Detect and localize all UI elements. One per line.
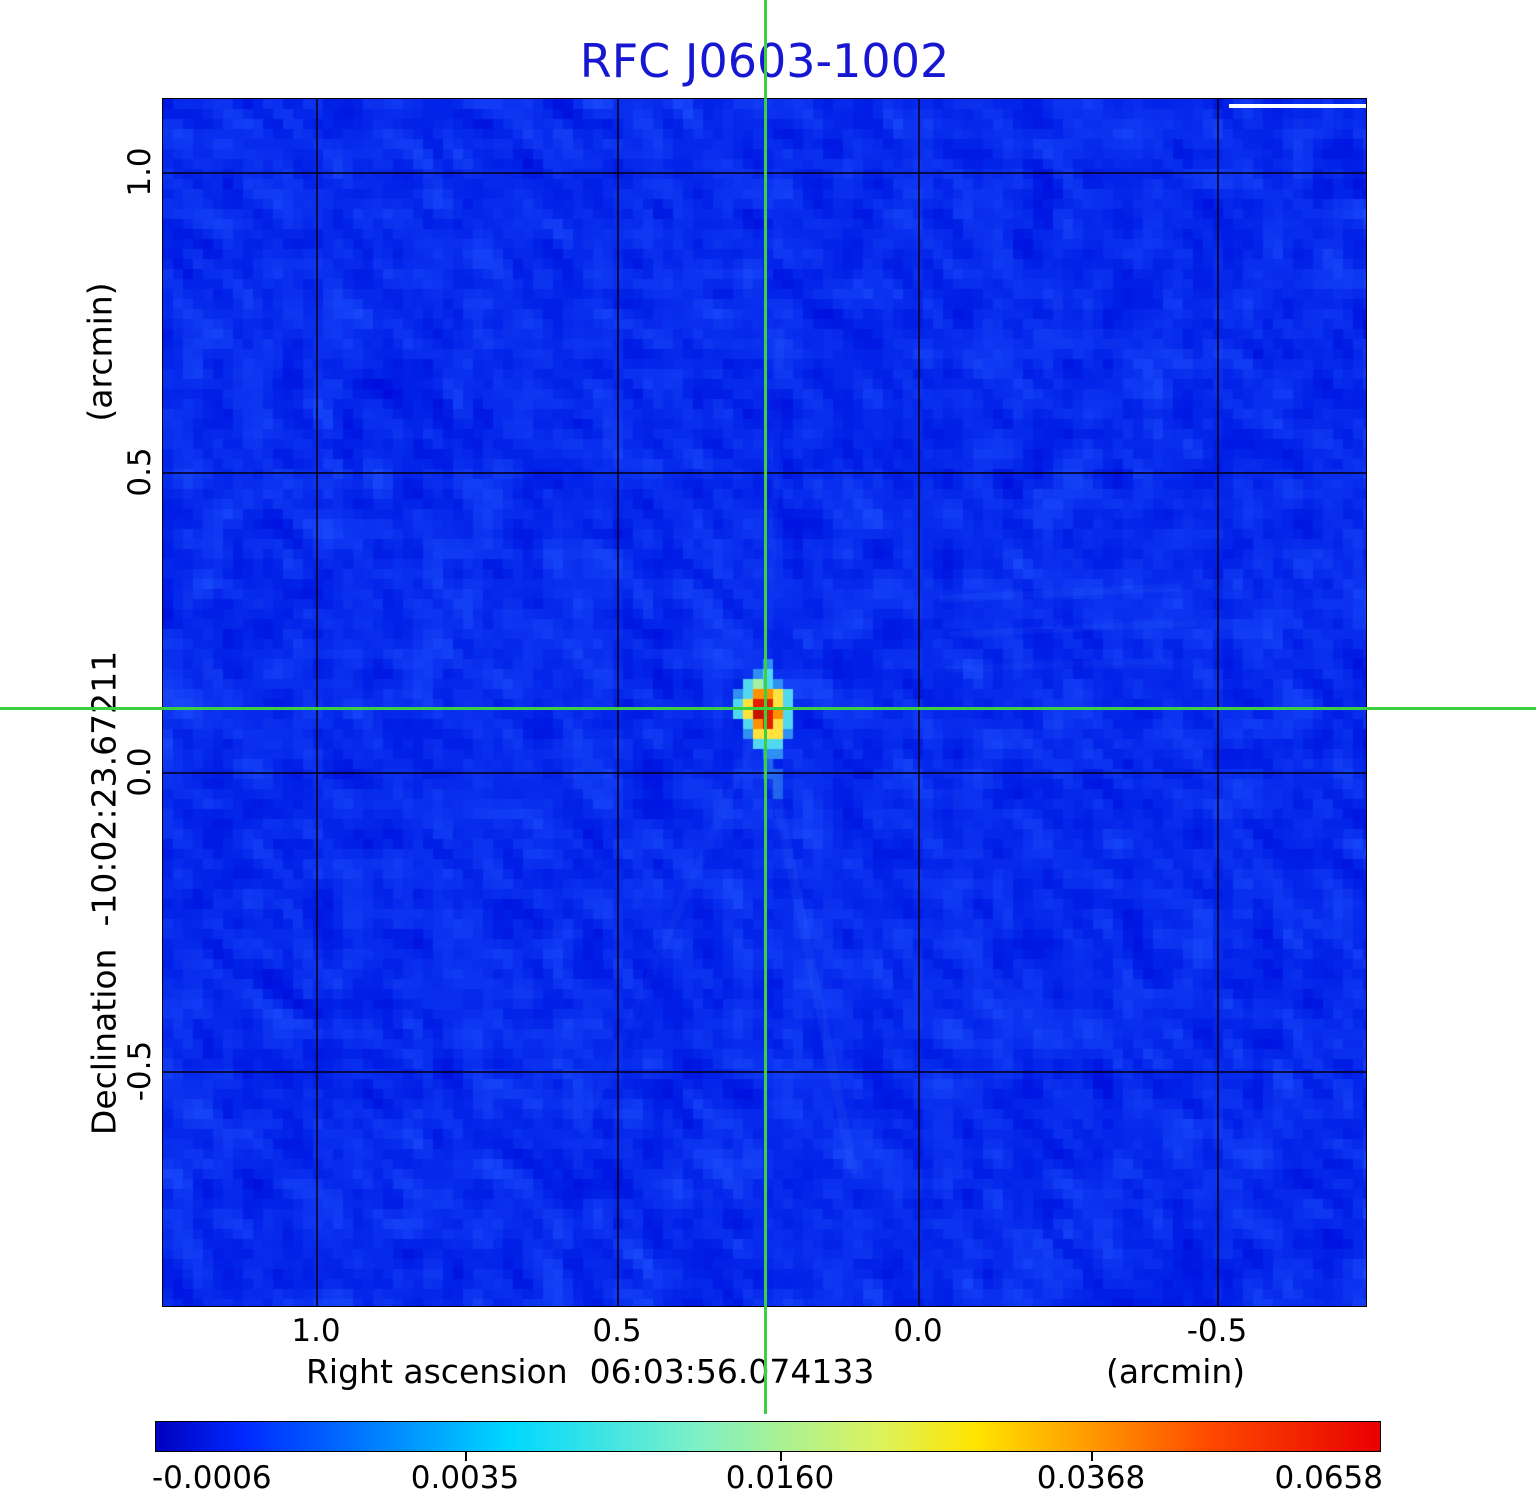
y-tick-1.0: 1.0 — [122, 147, 158, 197]
x-axis-unit: (arcmin) — [1106, 1352, 1246, 1391]
colorbar-tick-2 — [780, 1452, 782, 1461]
colorbar — [155, 1421, 1381, 1452]
y-axis-coordinate-value: -10:02:23.67211 — [84, 650, 124, 927]
colorbar-tick-3 — [1091, 1452, 1093, 1461]
x-tick-0.0: 0.0 — [893, 1313, 943, 1349]
x-tick-1.0: 1.0 — [291, 1313, 341, 1349]
colorbar-label-1: 0.0035 — [410, 1460, 520, 1496]
x-axis-coordinate-value: 06:03:56.074133 — [589, 1352, 875, 1391]
colorbar-label-0: -0.0006 — [152, 1460, 272, 1496]
y-axis-label-text: Declination — [84, 948, 124, 1136]
colorbar-label-2: 0.0160 — [725, 1460, 835, 1496]
x-axis-label-text: Right ascension — [306, 1352, 568, 1391]
x-axis-label: Right ascension 06:03:56.074133 — [306, 1352, 874, 1391]
colorbar-label-4: 0.0658 — [1274, 1460, 1383, 1496]
colorbar-label-3: 0.0368 — [1036, 1460, 1146, 1496]
gridline-ra-0.0 — [918, 99, 920, 1306]
gridline-ra-0.5 — [617, 99, 619, 1306]
gridline-ra-1.0 — [316, 99, 318, 1306]
x-tick--0.5: -0.5 — [1186, 1313, 1248, 1349]
gridline-ra--0.5 — [1217, 99, 1219, 1306]
crosshair-vertical-line — [764, 0, 767, 1414]
y-axis-label: Declination -10:02:23.67211 — [85, 651, 124, 1135]
crosshair-horizontal-line — [0, 707, 1536, 710]
colorbar-tick-1 — [465, 1452, 467, 1461]
y-tick-0.5: 0.5 — [122, 447, 158, 497]
colorbar-gradient — [156, 1422, 1380, 1451]
y-tick--0.5: -0.5 — [122, 1040, 158, 1102]
scale-bar-line — [1229, 104, 1366, 108]
y-tick-0.0: 0.0 — [122, 747, 158, 797]
x-tick-0.5: 0.5 — [592, 1313, 642, 1349]
y-axis-unit: (arcmin) — [80, 282, 120, 422]
